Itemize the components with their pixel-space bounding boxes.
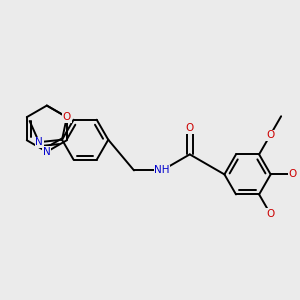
Text: O: O xyxy=(266,208,274,218)
Text: N: N xyxy=(43,147,51,157)
Text: O: O xyxy=(186,123,194,134)
Text: N: N xyxy=(35,137,43,147)
Text: O: O xyxy=(266,130,274,140)
Text: NH: NH xyxy=(154,165,170,176)
Text: O: O xyxy=(63,112,71,122)
Text: O: O xyxy=(289,169,297,179)
